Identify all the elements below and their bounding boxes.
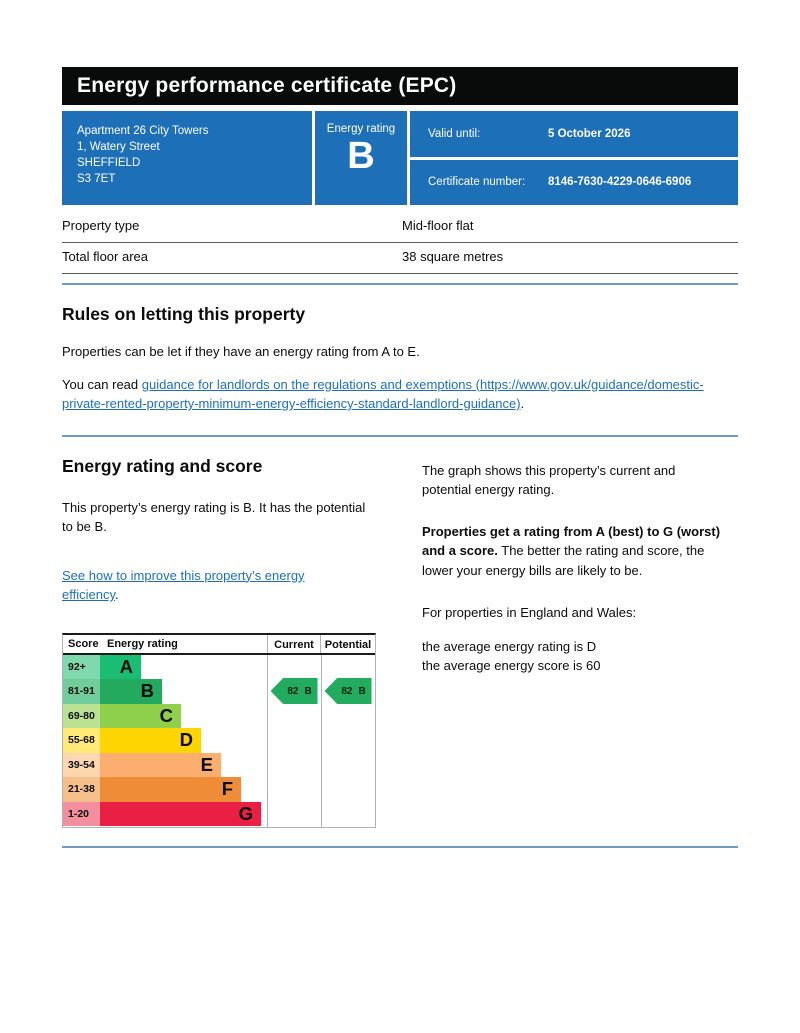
band-score: 69-80 xyxy=(63,703,100,728)
address-block: Apartment 26 City Towers 1, Watery Stree… xyxy=(62,111,312,205)
page-title: Energy performance certificate (EPC) xyxy=(77,74,457,97)
section-divider xyxy=(62,283,738,285)
rating-section: Energy rating and score This property’s … xyxy=(62,437,738,828)
epc-rating-chart: Score Energy rating Current Potential 92… xyxy=(62,632,376,828)
address-line: Apartment 26 City Towers xyxy=(77,125,209,137)
rating-section-left-column: Energy rating and score This property’s … xyxy=(62,437,394,828)
band-row-f: 21-38 F xyxy=(63,777,375,802)
potential-score: 82 xyxy=(341,685,353,697)
chart-header: Score Energy rating Current Potential xyxy=(63,634,375,655)
averages-paragraph: the average energy rating is D the averag… xyxy=(422,637,738,676)
average-rating-line: the average energy rating is D xyxy=(422,638,597,654)
section-divider xyxy=(62,434,738,437)
table-row: Total floor area 38 square metres xyxy=(62,243,738,274)
rating-summary-paragraph: This property’s energy rating is B. It h… xyxy=(62,499,366,535)
explanation-rest: The better the rating and score, the low… xyxy=(422,543,705,578)
col-rating-header: Energy rating xyxy=(107,637,178,650)
improve-link-paragraph: See how to improve this property’s energ… xyxy=(62,566,362,605)
fact-label: Total floor area xyxy=(62,249,148,264)
explanation-bold: Properties get a rating from A (best) to… xyxy=(422,523,721,559)
certificate-number-label: Certificate number: xyxy=(428,176,526,189)
band-row-e: 39-54 E xyxy=(63,752,375,777)
table-row: Property type Mid-floor flat xyxy=(62,212,738,243)
energy-rating-box: Energy rating B xyxy=(315,111,407,205)
column-divider xyxy=(321,654,322,827)
band-bar: E xyxy=(100,752,221,777)
rules-heading: Rules on letting this property xyxy=(62,304,306,324)
band-row-a: 92+ A xyxy=(63,654,375,679)
band-score: 1-20 xyxy=(63,801,100,826)
improve-efficiency-link[interactable]: See how to improve this property’s energ… xyxy=(62,567,305,603)
rating-heading: Energy rating and score xyxy=(62,455,263,476)
fact-value: 38 square metres xyxy=(402,249,504,264)
chart-body: 92+ A 81-91 B 69-80 C 55-68 xyxy=(63,654,375,827)
landlord-guidance-link[interactable]: guidance for landlords on the regulation… xyxy=(62,376,704,412)
band-row-b: 81-91 B xyxy=(63,679,375,704)
summary-card: Apartment 26 City Towers 1, Watery Stree… xyxy=(62,111,738,205)
certificate-title-bar: Energy performance certificate (EPC) xyxy=(62,67,738,105)
average-score-line: the average energy score is 60 xyxy=(422,658,601,673)
address-line: SHEFFIELD xyxy=(77,156,141,169)
energy-rating-label: Energy rating xyxy=(326,123,396,135)
potential-band: B xyxy=(358,685,366,697)
band-bar: D xyxy=(100,728,201,753)
band-bar: F xyxy=(100,777,241,802)
valid-until-row: Valid until: 5 October 2026 xyxy=(410,111,738,157)
band-bar: A xyxy=(100,654,141,679)
band-row-g: 1-20 G xyxy=(63,801,375,826)
valid-until-value: 5 October 2026 xyxy=(548,127,631,140)
certificate-number-value: 8146-7630-4229-0646-6906 xyxy=(548,176,692,189)
section-divider xyxy=(62,845,738,848)
energy-rating-value: B xyxy=(347,135,375,177)
current-band: B xyxy=(304,685,312,697)
guidance-text-prefix: You can read xyxy=(62,376,142,392)
band-bar: C xyxy=(100,703,181,728)
band-row-c: 69-80 C xyxy=(63,703,375,728)
certificate-meta-column: Valid until: 5 October 2026 Certificate … xyxy=(410,111,738,205)
certificate-number-row: Certificate number: 8146-7630-4229-0646-… xyxy=(410,159,738,205)
property-facts-table: Property type Mid-floor flat Total floor… xyxy=(62,212,738,274)
valid-until-label: Valid until: xyxy=(428,127,481,140)
improve-link-suffix: . xyxy=(115,587,119,602)
address-line: 1, Watery Street xyxy=(77,140,160,153)
band-score: 81-91 xyxy=(63,679,100,704)
band-bar: G xyxy=(100,801,261,826)
col-current-header: Current xyxy=(267,634,320,653)
column-divider xyxy=(267,654,268,827)
band-score: 55-68 xyxy=(63,728,100,753)
current-score: 82 xyxy=(287,685,299,697)
col-score-header: Score xyxy=(68,637,99,650)
rating-explanation-paragraph: Properties get a rating from A (best) to… xyxy=(422,522,738,581)
band-row-d: 55-68 D xyxy=(63,728,375,753)
address-line: S3 7ET xyxy=(77,172,116,185)
col-potential-header: Potential xyxy=(320,634,375,653)
fact-value: Mid-floor flat xyxy=(402,218,474,233)
fact-label: Property type xyxy=(62,218,140,233)
rating-section-right-column: The graph shows this property’s current … xyxy=(422,437,738,828)
guidance-text-suffix: . xyxy=(520,396,525,411)
band-score: 39-54 xyxy=(63,752,100,777)
graph-intro-paragraph: The graph shows this property’s current … xyxy=(422,462,676,498)
band-bar: B xyxy=(100,679,162,704)
landlord-guidance-paragraph: You can read guidance for landlords on t… xyxy=(62,375,738,414)
band-score: 92+ xyxy=(63,654,100,679)
rules-paragraph: Properties can be let if they have an en… xyxy=(62,344,420,359)
england-wales-paragraph: For properties in England and Wales: xyxy=(422,605,637,620)
band-score: 21-38 xyxy=(63,777,100,802)
